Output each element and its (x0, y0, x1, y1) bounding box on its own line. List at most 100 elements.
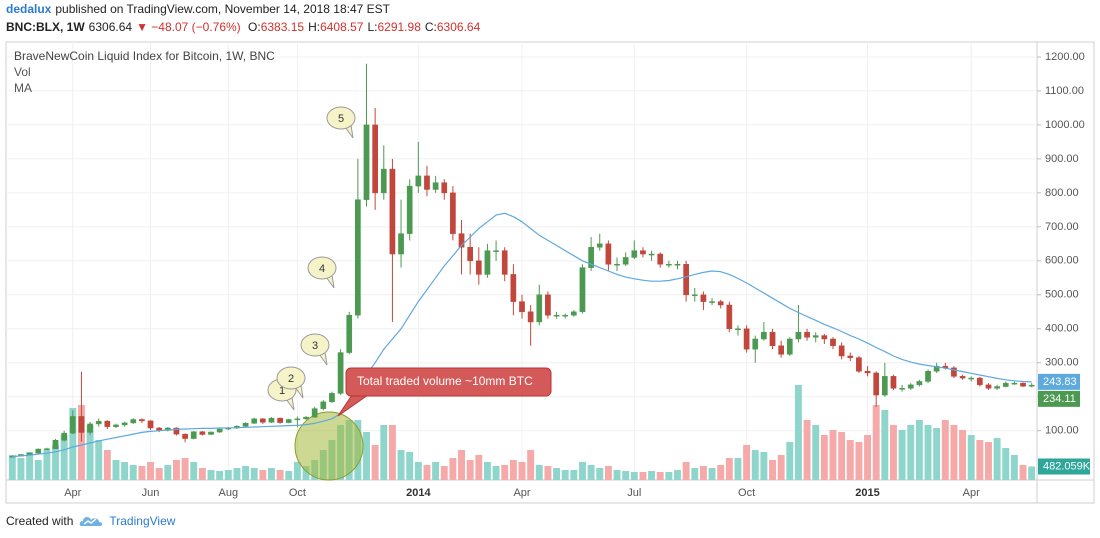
candle-body (52, 439, 59, 449)
ohlc-label: H: (308, 20, 321, 34)
candle-body (726, 304, 733, 330)
legend-entry: Vol (14, 65, 31, 79)
candle-body (605, 243, 612, 265)
volume-bar (293, 461, 301, 480)
volume-bar (682, 461, 690, 480)
volume-bar (691, 467, 699, 480)
volume-bar (535, 464, 543, 480)
candle-body (130, 419, 137, 424)
volume-bar (155, 467, 163, 480)
candle-body (61, 432, 67, 441)
tradingview-logo[interactable] (79, 514, 103, 528)
candle-body (985, 384, 992, 389)
candle-body (890, 376, 897, 389)
volume-bar (639, 471, 647, 480)
created-with: Created with (6, 514, 74, 528)
volume-bar (138, 466, 146, 480)
volume-bar (388, 425, 396, 480)
volume-bar (172, 460, 180, 480)
candle-body (683, 263, 689, 296)
candle-body (147, 420, 154, 429)
volume-bar (846, 439, 854, 480)
volume-bar (216, 471, 224, 480)
candle-body (994, 386, 1000, 389)
candle-body (864, 371, 871, 374)
publish-info: published on TradingView.com, November 1… (55, 2, 391, 16)
candle-body (795, 331, 802, 340)
volume-bar (967, 435, 975, 480)
volume-bar (829, 429, 837, 480)
candle-body (899, 388, 905, 390)
volume-bar (371, 445, 379, 480)
volume-bar (959, 429, 967, 480)
candle-body (104, 420, 111, 427)
plot: 100.00200.00300.00400.00500.00600.00700.… (6, 42, 1091, 499)
volume-bar (302, 466, 310, 480)
volume-bar (872, 404, 880, 480)
author-link[interactable]: dedalux (6, 2, 52, 16)
x-tick-label: 2015 (855, 487, 879, 499)
volume-bar (509, 460, 517, 480)
ohlc-label: C: (424, 20, 437, 34)
candle-body (294, 418, 301, 421)
volume-bar (458, 450, 465, 480)
y-tick-label: 500.00 (1045, 289, 1079, 301)
candle-body (69, 416, 76, 434)
candle-body (1002, 382, 1009, 387)
candle-body (501, 250, 508, 275)
bubble (300, 333, 330, 357)
volume-bar (475, 454, 483, 480)
candle-body (87, 423, 93, 433)
candle-body (735, 328, 741, 331)
chart-title: BraveNewCoin Liquid Index for Bitcoin, 1… (14, 49, 275, 63)
callout-box (345, 367, 552, 397)
candle-body (657, 253, 664, 265)
volume-bar (743, 445, 751, 480)
candle-body (35, 448, 42, 454)
candle-body (588, 246, 594, 268)
callout-tail (337, 394, 370, 417)
volume-bar (1019, 464, 1027, 480)
candle-body (951, 367, 957, 377)
candle-body (761, 331, 767, 340)
y-tick-label: 1000.00 (1045, 119, 1085, 131)
footer: Created with TradingView (6, 514, 175, 528)
candle-body (467, 246, 474, 262)
volume-bar (881, 410, 889, 480)
candle-body (285, 419, 292, 423)
ohlc-value: 6306.64 (436, 20, 481, 34)
candle-body (372, 124, 378, 194)
volume-bar (656, 471, 664, 480)
volume-bar (285, 471, 293, 480)
y-tick-label: 900.00 (1045, 153, 1079, 165)
volume-bar (224, 470, 232, 480)
candle-body (346, 314, 353, 353)
ohlc-value: 6408.57 (320, 20, 364, 34)
tradingview-link[interactable]: TradingView (109, 514, 176, 528)
candle-body (648, 253, 655, 256)
volume-bar (43, 450, 51, 480)
candle-body (363, 124, 370, 200)
candle-body (406, 185, 413, 234)
volume-bar (890, 425, 897, 480)
candle-body (545, 294, 551, 316)
volume-bar (699, 466, 707, 480)
volume-bar (786, 442, 794, 480)
volume-bar (207, 470, 215, 480)
volume-bar (95, 439, 103, 480)
candle-body (182, 433, 188, 439)
candle-body (441, 182, 448, 194)
volume-bar (915, 419, 923, 480)
candle-body (622, 257, 629, 265)
volume-bar (993, 438, 1001, 480)
candle-body (78, 416, 85, 433)
volume-bar (794, 384, 802, 480)
volume-bar (648, 471, 656, 480)
volume-bar (198, 467, 206, 480)
x-tick-label: Oct (289, 487, 306, 499)
volume-bar (492, 466, 500, 480)
candle-body (510, 274, 517, 302)
chart-frame (5, 41, 1095, 504)
